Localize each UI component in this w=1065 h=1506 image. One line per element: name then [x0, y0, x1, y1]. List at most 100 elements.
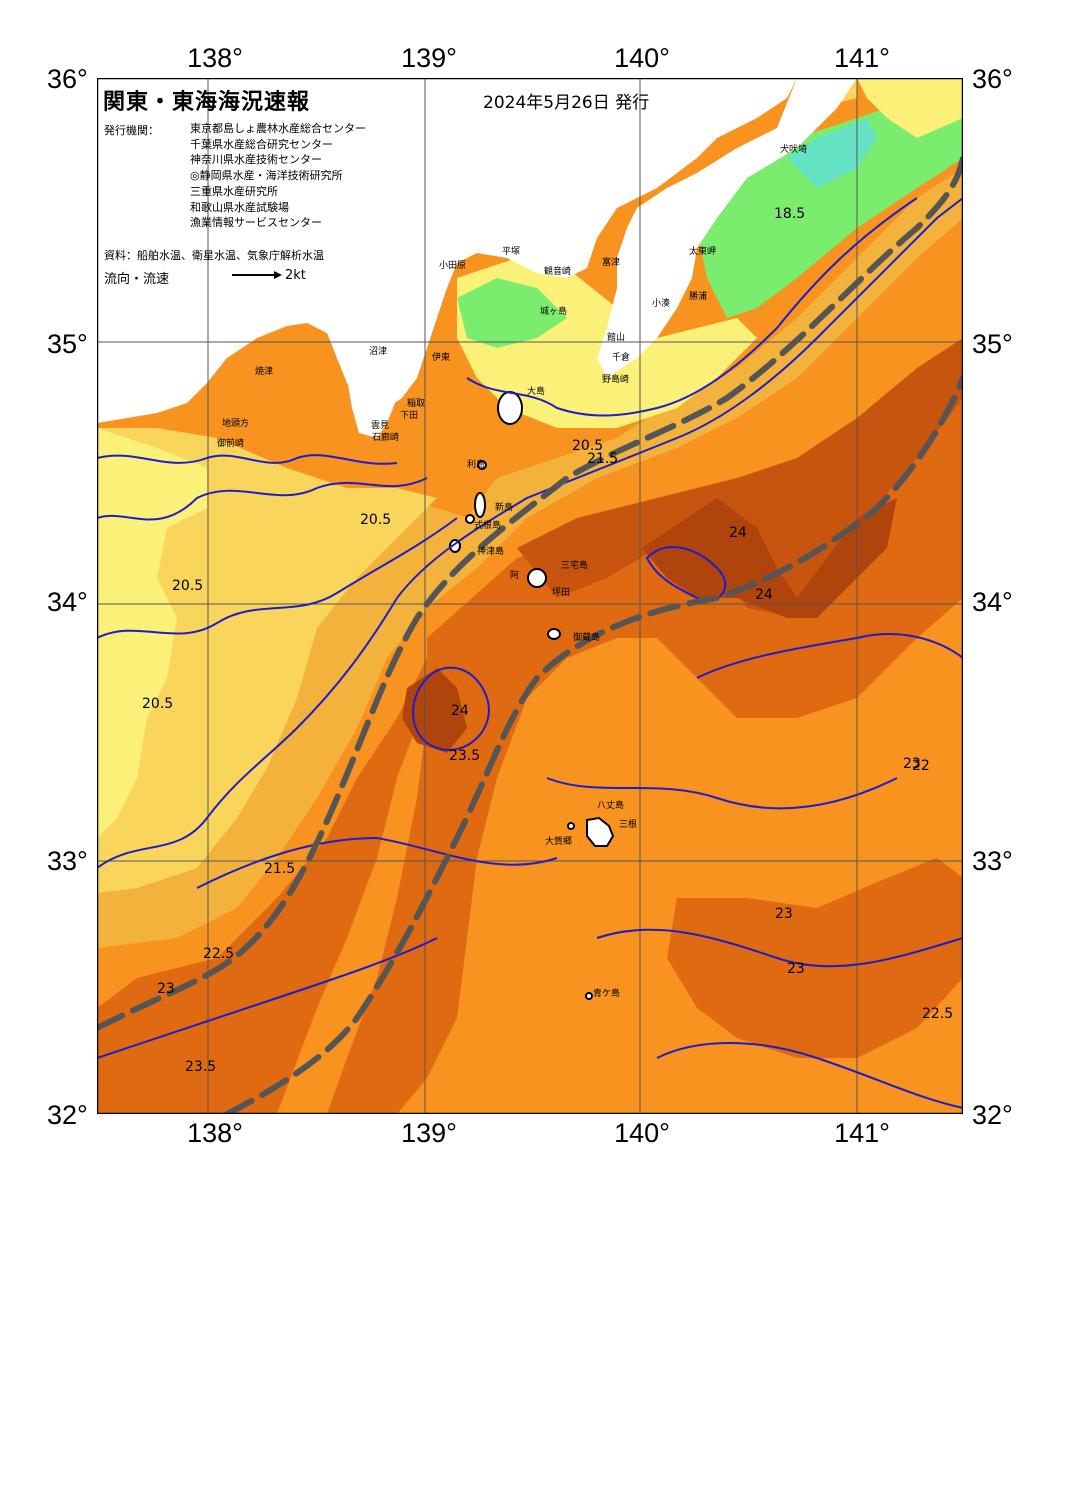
lat-label-right-35: 35°: [972, 329, 1013, 359]
contour-label: 23: [775, 906, 793, 922]
place-label-hiratsuka: 平塚: [502, 246, 520, 257]
issuer-item: ◎静岡県水産・海洋技術研究所: [190, 169, 343, 183]
place-label-jogashima: 城ヶ島: [540, 305, 567, 317]
sea-zone-southwest-dark: [97, 638, 437, 1114]
place-label-kannonzaki: 観音崎: [544, 265, 571, 277]
contour-label: 23.5: [185, 1059, 216, 1075]
place-label-hachijojima: 八丈島: [597, 799, 624, 811]
island-aogashima: [585, 992, 593, 1000]
lon-label-bottom-141: 141°: [834, 1118, 890, 1148]
contour-label: 20.5: [572, 438, 603, 454]
current-legend-label: 流向・流速: [104, 272, 170, 287]
place-label-toshima: 利島: [467, 458, 485, 470]
isotherm-contours: [97, 197, 963, 1109]
lat-label-left-36: 36°: [47, 64, 88, 94]
place-label-aogashima: 青ケ島: [593, 987, 620, 999]
place-label-jitogata: 地頭方: [222, 417, 249, 429]
issuer-item: 和歌山県水産試験場: [190, 200, 289, 214]
sea-zone-kuroshio-core: [642, 498, 897, 618]
contour-label: 22.5: [203, 946, 234, 962]
contour-label: 24: [755, 587, 773, 603]
place-label-tsubota: 坪田: [552, 587, 570, 598]
place-label-nojimazaki: 野島崎: [602, 373, 629, 385]
sea-zone-yellow-northeast: [857, 78, 963, 138]
lat-label-left-33: 33°: [47, 846, 88, 876]
place-name-labels: 犬吠埼 太東岬 勝浦 小湊 千倉 野島崎 館山 富津 観音崎 城ヶ島 平塚 小田…: [217, 143, 807, 999]
place-label-oshima: 大島: [527, 385, 545, 397]
place-label-shimoda: 下田: [400, 410, 418, 421]
place-label-kominato: 小湊: [652, 297, 670, 309]
contour-label: 23: [787, 961, 805, 977]
place-label-kumomi: 雲見: [371, 420, 389, 431]
land-izu-peninsula: [337, 308, 407, 438]
place-label-okago: 大賀郷: [545, 835, 572, 847]
island-hachijo-kojima: [567, 822, 575, 830]
lon-label-top-140: 140°: [614, 43, 670, 73]
graticule: [97, 78, 963, 1114]
place-label-inatori: 稲取: [407, 397, 425, 409]
sea-zone-pale-orange: [97, 168, 963, 948]
sea-zone-east: [667, 858, 963, 1058]
island-miyakejima: [527, 568, 547, 588]
place-label-chikura: 千倉: [612, 351, 630, 363]
sea-zone-light-yellow: [97, 428, 207, 838]
place-label-omaezaki: 御前崎: [217, 437, 244, 449]
map-title: 関東・東海海況速報: [103, 90, 311, 115]
contour-label: 23: [157, 981, 175, 997]
current-speed-label: 2kt: [285, 268, 306, 283]
issue-date: 2024年5月26日 発行: [483, 93, 650, 113]
island-izu-oshima: [497, 391, 523, 425]
issuer-item: 神奈川県水産技術センター: [190, 153, 322, 167]
place-label-irozaki: 石廊崎: [372, 431, 399, 443]
island-toshima: [477, 460, 487, 470]
lon-label-bottom-139: 139°: [401, 1118, 457, 1148]
issuer-label: 発行機関：: [104, 124, 159, 137]
place-label-numazu: 沼津: [369, 346, 387, 357]
current-arrow-icon: [232, 271, 282, 279]
lon-label-top-138: 138°: [187, 43, 243, 73]
place-label-a: 阿: [510, 570, 519, 581]
land-honshu: [97, 78, 797, 423]
sea-zone-cyan-boso: [787, 118, 877, 188]
place-label-katsuura: 勝浦: [689, 290, 707, 302]
place-label-yaizu: 焼津: [255, 366, 273, 377]
lon-label-bottom-140: 140°: [614, 1118, 670, 1148]
contour-label: 24: [729, 525, 747, 541]
lat-label-right-32: 32°: [972, 1100, 1013, 1130]
lat-label-left-32: 32°: [47, 1100, 88, 1130]
sea-zone-kuroshio-brown: [517, 338, 963, 618]
place-label-inubozaki: 犬吠埼: [780, 143, 807, 155]
place-label-shikinejima: 式根島: [474, 519, 501, 531]
data-source: 資料：船舶水温、衛星水温、気象庁解析水温: [104, 249, 324, 262]
island-mikurajima: [547, 628, 561, 640]
island-shikinejima: [465, 514, 475, 524]
lon-label-top-141: 141°: [834, 43, 890, 73]
contour-label: 22.5: [922, 1006, 953, 1022]
place-label-mitsune: 三根: [619, 818, 637, 830]
contour-label: 20.5: [142, 696, 173, 712]
place-label-odawara: 小田原: [439, 260, 466, 271]
contour-label: 21.5: [264, 861, 295, 877]
issuer-item: 千葉県水産総合研究センター: [190, 137, 333, 151]
lat-label-right-34: 34°: [972, 587, 1013, 617]
contour-label: 21.5: [587, 451, 618, 467]
contour-label: 23: [903, 756, 921, 772]
land-boso-peninsula: [597, 78, 857, 378]
lat-label-right-33: 33°: [972, 846, 1013, 876]
contour-value-labels: 18.5 20.5 20.5 20.5 20.5 21.5 21.5 22.5 …: [142, 206, 953, 1075]
lon-label-top-139: 139°: [401, 43, 457, 73]
sea-temperature-map: 18.5 20.5 20.5 20.5 20.5 21.5 21.5 22.5 …: [97, 78, 963, 1114]
place-label-ito: 伊東: [432, 351, 450, 363]
place-label-futtsu: 富津: [602, 256, 620, 268]
place-label-mikurajima: 御蔵島: [573, 631, 600, 643]
place-label-niijima: 新島: [495, 501, 513, 513]
issuer-list: 東京都島しょ農林水産総合センター 千葉県水産総合研究センター 神奈川県水産技術セ…: [190, 121, 366, 231]
sea-zone-green-bay: [457, 278, 567, 348]
island-hachijojima: [586, 816, 615, 847]
issuer-item: 東京都島しょ農林水産総合センター: [190, 122, 366, 135]
sea-zone-yellow: [97, 428, 437, 893]
contour-label: 24: [451, 703, 469, 719]
place-label-miyakejima: 三宅島: [561, 559, 588, 571]
contour-label: 23.5: [449, 748, 480, 764]
lon-label-bottom-138: 138°: [187, 1118, 243, 1148]
